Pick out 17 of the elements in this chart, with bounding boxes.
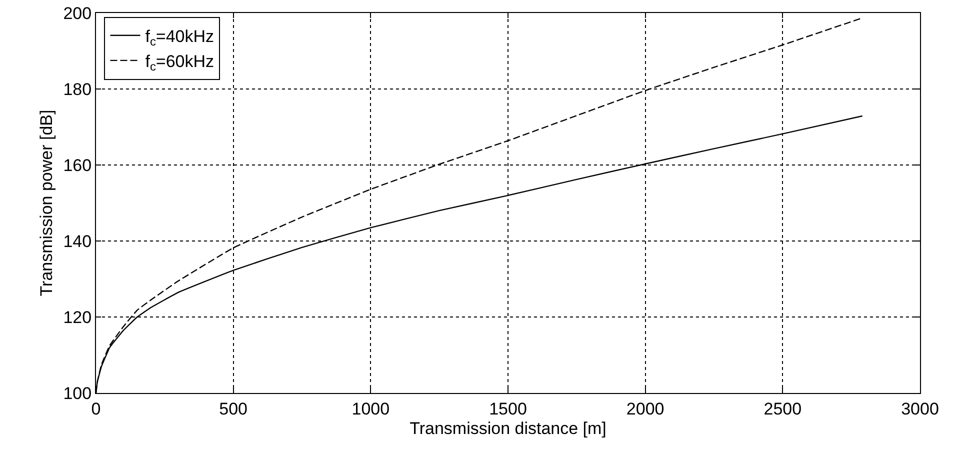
y-tick-label: 160 (63, 156, 92, 175)
x-tick-label: 2500 (764, 399, 802, 418)
y-tick-label: 120 (63, 308, 92, 327)
y-tick-label: 100 (63, 384, 92, 403)
x-tick-label: 0 (91, 399, 101, 418)
y-tick-label: 140 (63, 232, 92, 251)
x-axis-title: Transmission distance [m] (410, 418, 606, 438)
y-tick-label: 200 (63, 4, 92, 23)
x-tick-label: 500 (219, 399, 248, 418)
y-axis-title: Transmission power [dB] (36, 110, 56, 296)
legend-label: f$_{c}$=40kHz (145, 26, 214, 49)
legend-label: f$_{c}$=60kHz (145, 52, 214, 74)
x-tick-label: 1500 (489, 399, 527, 418)
x-tick-label: 1000 (352, 399, 390, 418)
y-tick-label: 180 (63, 80, 92, 99)
x-tick-label: 2000 (626, 399, 664, 418)
x-tick-label: 3000 (901, 399, 939, 418)
